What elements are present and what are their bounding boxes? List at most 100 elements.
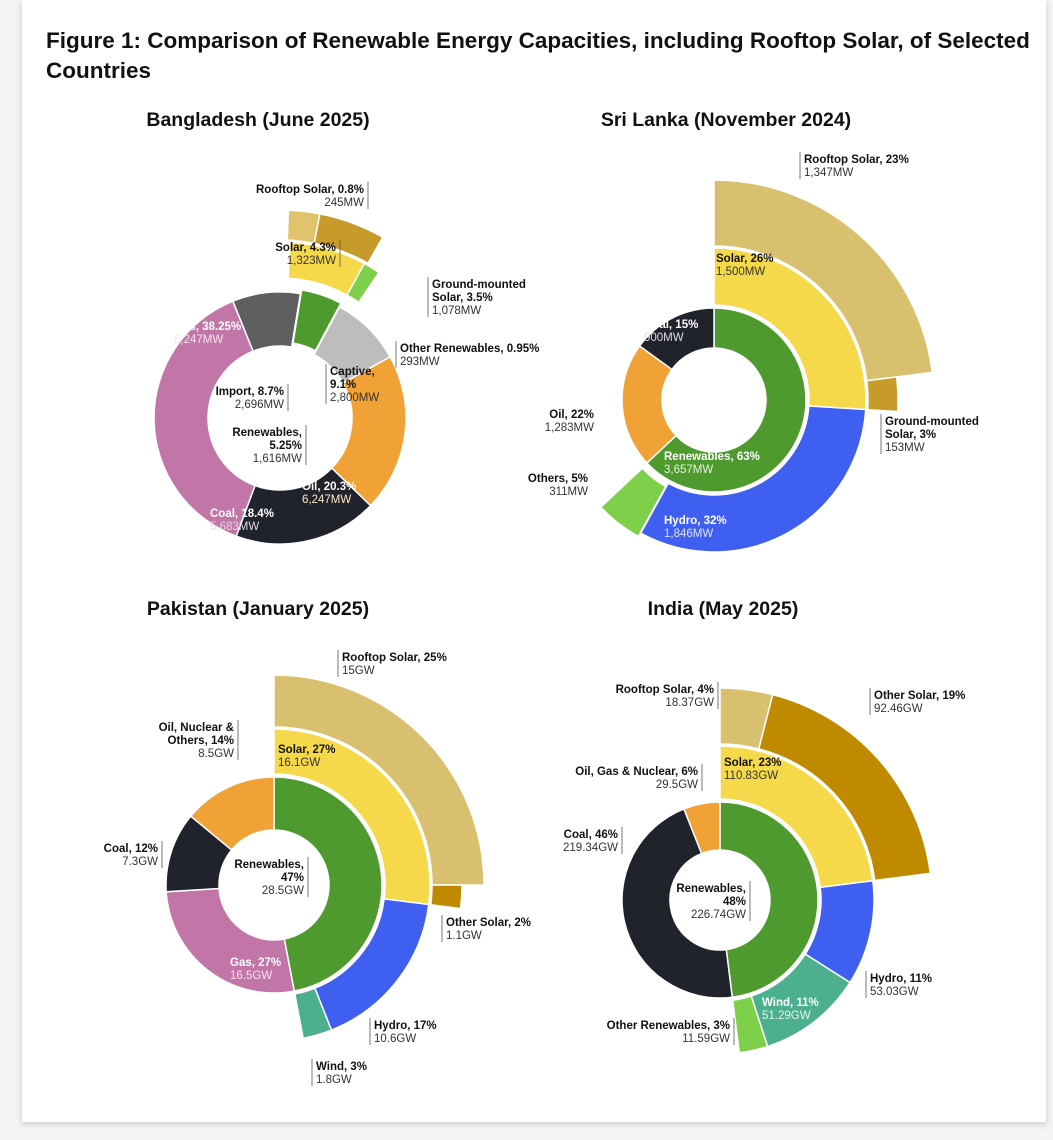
india-label-renewables-48: 48% xyxy=(723,896,746,908)
bangladesh-label-other-renewables-0-95: Other Renewables, 0.95% xyxy=(400,343,539,355)
pakistan-inner-gas-27 xyxy=(165,887,296,994)
bangladesh-label-ground-mounted-solar-3-5-value: 1,078MW xyxy=(432,305,481,317)
bangladesh-renewables-other-renewables-0-95 xyxy=(346,262,381,304)
bangladesh-label-gas-38-25-value: 6,247MW xyxy=(174,334,223,346)
pakistan-solar-rooftop-solar-25 xyxy=(273,674,485,886)
bangladesh-label-renewables-5-25: Renewables, xyxy=(232,427,302,439)
pakistan-label-oil-nuclear-others-14: Oil, Nuclear & xyxy=(159,722,234,734)
pakistan-label-other-solar-2-value: 1.1GW xyxy=(446,930,482,942)
sri-lanka-label-hydro-32: Hydro, 32% xyxy=(664,515,727,527)
sri-lanka-label-rooftop-solar-23: Rooftop Solar, 23% xyxy=(804,154,909,166)
figure-title: Figure 1: Comparison of Renewable Energy… xyxy=(46,28,1030,83)
pakistan-label-gas-27-value: 16.5GW xyxy=(230,970,272,982)
bangladesh-label-ground-mounted-solar-3-5: Solar, 3.5% xyxy=(432,292,493,304)
pakistan-label-solar-27-value: 16.1GW xyxy=(278,757,320,769)
sri-lanka-renewables-others-5 xyxy=(599,467,667,538)
sri-lanka-label-renewables-63: Renewables, 63% xyxy=(664,451,760,463)
sri-lanka-label-others-5: Others, 5% xyxy=(528,473,588,485)
india-label-hydro-11: Hydro, 11% xyxy=(870,973,932,985)
india-label-oil-gas-nuclear-6: Oil, Gas & Nuclear, 6% xyxy=(575,766,698,778)
bangladesh-label-oil-20-3: Oil, 20.3% xyxy=(302,481,356,493)
pakistan-solar-other-solar-2 xyxy=(429,884,463,910)
india-label-coal-46: Coal, 46% xyxy=(564,829,618,841)
bangladesh-title: Bangladesh (June 2025) xyxy=(146,109,369,131)
pakistan-label-renewables-47: 47% xyxy=(281,872,304,884)
pakistan-label-solar-27: Solar, 27% xyxy=(278,744,336,756)
pakistan-renewables-wind-3 xyxy=(293,987,333,1040)
india-label-rooftop-solar-4: Rooftop Solar, 4% xyxy=(616,684,714,696)
india-renewables-other-renewables-3 xyxy=(731,995,769,1054)
bangladesh-label-import-8-7-value: 2,696MW xyxy=(235,399,284,411)
pakistan-label-rooftop-solar-25-value: 15GW xyxy=(342,665,375,677)
bangladesh-label-captive-9-1-value: 2,800MW xyxy=(330,392,379,404)
sri-lanka-label-oil-22-value: 1,283MW xyxy=(545,422,594,434)
bangladesh-inner-oil-20-3 xyxy=(330,355,407,507)
sri-lanka-label-ground-mounted-solar-3-value: 153MW xyxy=(885,442,925,454)
sri-lanka-renewables-solar-26 xyxy=(713,247,867,411)
bangladesh-label-import-8-7: Import, 8.7% xyxy=(216,386,284,398)
india-label-renewables-48-value: 226.74GW xyxy=(691,909,746,921)
sri-lanka-label-rooftop-solar-23-value: 1,347MW xyxy=(804,167,853,179)
bangladesh-label-gas-38-25: Gas, 38.25% xyxy=(174,321,241,333)
sri-lanka-label-renewables-63-value: 3,657MW xyxy=(664,464,713,476)
pakistan-label-hydro-17: Hydro, 17% xyxy=(374,1020,437,1032)
bangladesh-label-ground-mounted-solar-3-5: Ground-mounted xyxy=(432,279,526,291)
india-label-other-renewables-3-value: 11.59GW xyxy=(682,1033,730,1045)
sri-lanka-label-coal-15: Coal, 15% xyxy=(644,319,698,331)
india-label-other-solar-19: Other Solar, 19% xyxy=(874,690,965,702)
india-label-solar-23: Solar, 23% xyxy=(724,757,782,769)
bangladesh-label-solar-4-3-value: 1,323MW xyxy=(287,255,336,267)
bangladesh-label-coal-18-4-value: 5,683MW xyxy=(210,521,259,533)
india-inner-renewables-48 xyxy=(719,801,819,999)
sri-lanka-label-others-5-value: 311MW xyxy=(549,486,588,498)
sri-lanka-label-ground-mounted-solar-3: Solar, 3% xyxy=(885,429,936,441)
sri-lanka-inner-coal-15 xyxy=(638,307,715,371)
pakistan-label-renewables-47-value: 28.5GW xyxy=(262,885,304,897)
bangladesh-label-captive-9-1: 9.1% xyxy=(330,379,356,391)
sri-lanka-label-coal-15-value: 900MW xyxy=(644,332,684,344)
bangladesh-label-renewables-5-25-value: 1,616MW xyxy=(253,453,302,465)
bangladesh-solar-ground-mounted-solar-3-5 xyxy=(313,212,384,265)
pakistan-label-hydro-17-value: 10.6GW xyxy=(374,1033,416,1045)
india-label-hydro-11-value: 53.03GW xyxy=(870,986,919,998)
pakistan-label-coal-12: Coal, 12% xyxy=(104,843,158,855)
india-label-wind-11: Wind, 11% xyxy=(762,997,819,1009)
india-inner-oil-gas-nuclear-6 xyxy=(682,801,721,855)
pakistan-title: Pakistan (January 2025) xyxy=(147,598,369,620)
pakistan-label-oil-nuclear-others-14: Others, 14% xyxy=(168,735,234,747)
pakistan-label-renewables-47: Renewables, xyxy=(234,859,304,871)
india-label-wind-11-value: 51.29GW xyxy=(762,1010,811,1022)
sri-lanka-solar-ground-mounted-solar-3 xyxy=(865,376,899,413)
sri-lanka-label-ground-mounted-solar-3: Ground-mounted xyxy=(885,416,979,428)
india-label-coal-46-value: 219.34GW xyxy=(563,842,618,854)
pakistan-label-wind-3-value: 1.8GW xyxy=(316,1074,352,1086)
pakistan-label-oil-nuclear-others-14-value: 8.5GW xyxy=(198,748,234,760)
pakistan-label-other-solar-2: Other Solar, 2% xyxy=(446,917,531,929)
india-label-other-solar-19-value: 92.46GW xyxy=(874,703,923,715)
india-solar-other-solar-19 xyxy=(757,693,932,882)
pakistan-label-coal-12-value: 7.3GW xyxy=(122,856,158,868)
india-label-solar-23-value: 110.83GW xyxy=(724,770,778,782)
sri-lanka-inner-renewables-63 xyxy=(645,307,807,493)
bangladesh-label-coal-18-4: Coal, 18.4% xyxy=(210,508,274,520)
sri-lanka-title: Sri Lanka (November 2024) xyxy=(601,109,851,131)
bangladesh-inner-gas-38-25 xyxy=(153,300,256,538)
sri-lanka-label-oil-22: Oil, 22% xyxy=(549,409,594,421)
bangladesh-label-captive-9-1: Captive, xyxy=(330,366,375,378)
bangladesh-label-rooftop-solar-0-8-value: 245MW xyxy=(324,197,364,209)
bangladesh-label-other-renewables-0-95-value: 293MW xyxy=(400,356,440,368)
bangladesh-label-solar-4-3: Solar, 4.3% xyxy=(275,242,336,254)
pakistan-inner-renewables-47 xyxy=(273,776,383,992)
sri-lanka-label-solar-26: Solar, 26% xyxy=(716,253,774,265)
india-label-renewables-48: Renewables, xyxy=(676,883,746,895)
bangladesh-label-oil-20-3-value: 6,247MW xyxy=(302,494,351,506)
bangladesh-label-renewables-5-25: 5.25% xyxy=(269,440,302,452)
pakistan-label-rooftop-solar-25: Rooftop Solar, 25% xyxy=(342,652,447,664)
india-label-oil-gas-nuclear-6-value: 29.5GW xyxy=(656,779,698,791)
sri-lanka-label-solar-26-value: 1,500MW xyxy=(716,266,765,278)
sri-lanka-renewables-hydro-32 xyxy=(639,405,867,553)
sri-lanka-label-hydro-32-value: 1,846MW xyxy=(664,528,713,540)
bangladesh-label-rooftop-solar-0-8: Rooftop Solar, 0.8% xyxy=(256,184,364,196)
pakistan-label-wind-3: Wind, 3% xyxy=(316,1061,367,1073)
